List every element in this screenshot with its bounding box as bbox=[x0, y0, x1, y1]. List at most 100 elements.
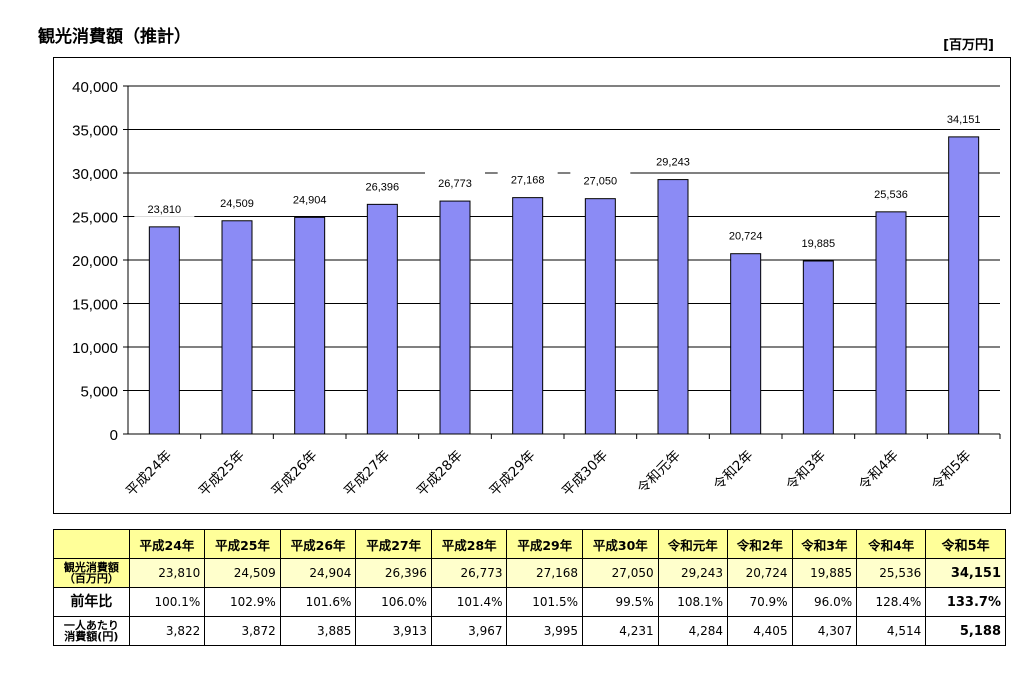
y-tick-label: 40,000 bbox=[72, 79, 118, 96]
x-tick-label: 令和2年 bbox=[710, 448, 756, 494]
value-label: 29,243 bbox=[656, 157, 690, 169]
value-label: 25,536 bbox=[874, 189, 908, 201]
table-cell: 27,168 bbox=[506, 558, 584, 588]
table-row: 前年比 100.1% 102.9% 101.6% 106.0% 101.4% 101.5% 9… bbox=[53, 587, 1006, 617]
x-tick-label: 平成29年 bbox=[486, 448, 538, 500]
table-cell: 24,509 bbox=[204, 558, 281, 588]
table-column-header: 令和5年 bbox=[925, 529, 1006, 559]
value-label-bg bbox=[933, 106, 994, 127]
table-column-header: 令和3年 bbox=[791, 529, 858, 559]
value-label-bg bbox=[497, 167, 558, 188]
bar bbox=[294, 216, 326, 435]
table-cell: 102.9% bbox=[204, 587, 281, 617]
table-cell: 128.4% bbox=[856, 587, 927, 617]
table-cell: 3,872 bbox=[204, 616, 281, 646]
table-cell: 4,231 bbox=[582, 616, 659, 646]
y-tick-label: 0 bbox=[110, 427, 118, 444]
table-cell: 133.7% bbox=[925, 587, 1006, 617]
y-tick-label: 25,000 bbox=[72, 210, 118, 227]
bar bbox=[730, 253, 762, 435]
value-label-bg bbox=[861, 181, 921, 202]
table-cell: 4,284 bbox=[657, 616, 729, 646]
bar bbox=[948, 136, 980, 435]
table-cell: 24,904 bbox=[279, 558, 357, 588]
table-column-header: 令和2年 bbox=[727, 529, 793, 559]
x-tick-label: 平成30年 bbox=[559, 448, 611, 500]
table-cell: 34,151 bbox=[925, 558, 1006, 588]
table-column-header: 平成26年 bbox=[279, 529, 357, 559]
value-label: 24,904 bbox=[293, 194, 327, 206]
value-label-bg bbox=[134, 196, 195, 217]
table-cell: 70.9% bbox=[727, 587, 793, 617]
x-tick-label: 平成24年 bbox=[123, 448, 175, 500]
table-cell: 26,773 bbox=[430, 558, 508, 588]
table-row-label: 一人あたり 消費額(円) bbox=[53, 616, 130, 646]
table-cell: 27,050 bbox=[582, 558, 659, 588]
value-label-bg bbox=[788, 231, 849, 252]
x-tick-label: 令和5年 bbox=[928, 448, 974, 494]
table-column-header: 平成24年 bbox=[128, 529, 206, 559]
value-label-bg bbox=[425, 171, 485, 192]
table-cell: 101.4% bbox=[430, 587, 508, 617]
table-cell: 19,885 bbox=[791, 558, 858, 588]
table-cell: 20,724 bbox=[727, 558, 793, 588]
bar bbox=[584, 198, 616, 435]
y-tick-label: 5,000 bbox=[80, 384, 118, 401]
table-cell: 99.5% bbox=[582, 587, 659, 617]
table-row-label: 観光消費額 （百万円） bbox=[53, 558, 130, 588]
y-tick-label: 20,000 bbox=[72, 253, 118, 270]
table-column-header: 令和元年 bbox=[657, 529, 729, 559]
table-row: 一人あたり 消費額(円) 3,822 3,872 3,885 3,913 3,967 3,99… bbox=[53, 616, 1006, 646]
y-tick-label: 30,000 bbox=[72, 166, 118, 183]
table-column-header: 平成27年 bbox=[355, 529, 432, 559]
table-cell: 4,405 bbox=[727, 616, 793, 646]
x-tick-label: 平成28年 bbox=[414, 448, 466, 500]
table-row-label: 前年比 bbox=[53, 587, 130, 617]
table-cell: 3,822 bbox=[128, 616, 206, 646]
value-label: 26,396 bbox=[366, 181, 400, 193]
table-cell: 3,913 bbox=[355, 616, 432, 646]
table-corner-cell bbox=[53, 529, 130, 559]
table-cell: 4,514 bbox=[856, 616, 927, 646]
bar bbox=[366, 203, 398, 435]
bar bbox=[512, 197, 544, 435]
table-cell: 23,810 bbox=[128, 558, 206, 588]
value-label: 24,509 bbox=[220, 198, 254, 210]
y-tick-label: 15,000 bbox=[72, 297, 118, 314]
page-title: 観光消費額（推計） bbox=[38, 27, 191, 47]
x-tick-label: 令和3年 bbox=[783, 448, 829, 494]
table-cell: 25,536 bbox=[856, 558, 927, 588]
y-tick-label: 10,000 bbox=[72, 340, 118, 357]
x-tick-label: 平成27年 bbox=[341, 448, 393, 500]
table-cell: 101.6% bbox=[279, 587, 357, 617]
bar bbox=[439, 200, 471, 435]
data-table: 平成24年 平成25年 平成26年 平成27年 平成28年 平成29年 平成30年 令和元年令… bbox=[53, 529, 1006, 646]
table-cell: 101.5% bbox=[506, 587, 584, 617]
table-header-row: 平成24年 平成25年 平成26年 平成27年 平成28年 平成29年 平成30年 令和元年令… bbox=[53, 529, 1006, 559]
value-label-bg bbox=[715, 223, 776, 244]
table-column-header: 平成28年 bbox=[430, 529, 508, 559]
value-label: 26,773 bbox=[438, 178, 472, 190]
value-label: 27,050 bbox=[584, 176, 618, 188]
table-column-header: 平成30年 bbox=[582, 529, 659, 559]
x-tick-label: 令和4年 bbox=[856, 448, 902, 494]
unit-label: [百万円] bbox=[943, 38, 994, 53]
bar bbox=[657, 179, 689, 435]
table-cell: 3,885 bbox=[279, 616, 357, 646]
table-cell: 5,188 bbox=[925, 616, 1006, 646]
value-label-bg bbox=[207, 190, 267, 211]
table-cell: 106.0% bbox=[355, 587, 432, 617]
value-label-bg bbox=[643, 149, 703, 170]
x-tick-label: 令和元年 bbox=[634, 448, 683, 497]
table-cell: 96.0% bbox=[791, 587, 858, 617]
value-label: 27,168 bbox=[511, 175, 545, 187]
table-cell: 108.1% bbox=[657, 587, 729, 617]
bar bbox=[148, 226, 180, 435]
value-label-bg bbox=[352, 174, 413, 195]
y-tick-label: 35,000 bbox=[72, 123, 118, 140]
value-label-bg bbox=[570, 168, 631, 189]
table-cell: 26,396 bbox=[355, 558, 432, 588]
table-column-header: 令和4年 bbox=[856, 529, 927, 559]
value-label: 34,151 bbox=[947, 114, 981, 126]
value-label: 19,885 bbox=[802, 238, 836, 250]
